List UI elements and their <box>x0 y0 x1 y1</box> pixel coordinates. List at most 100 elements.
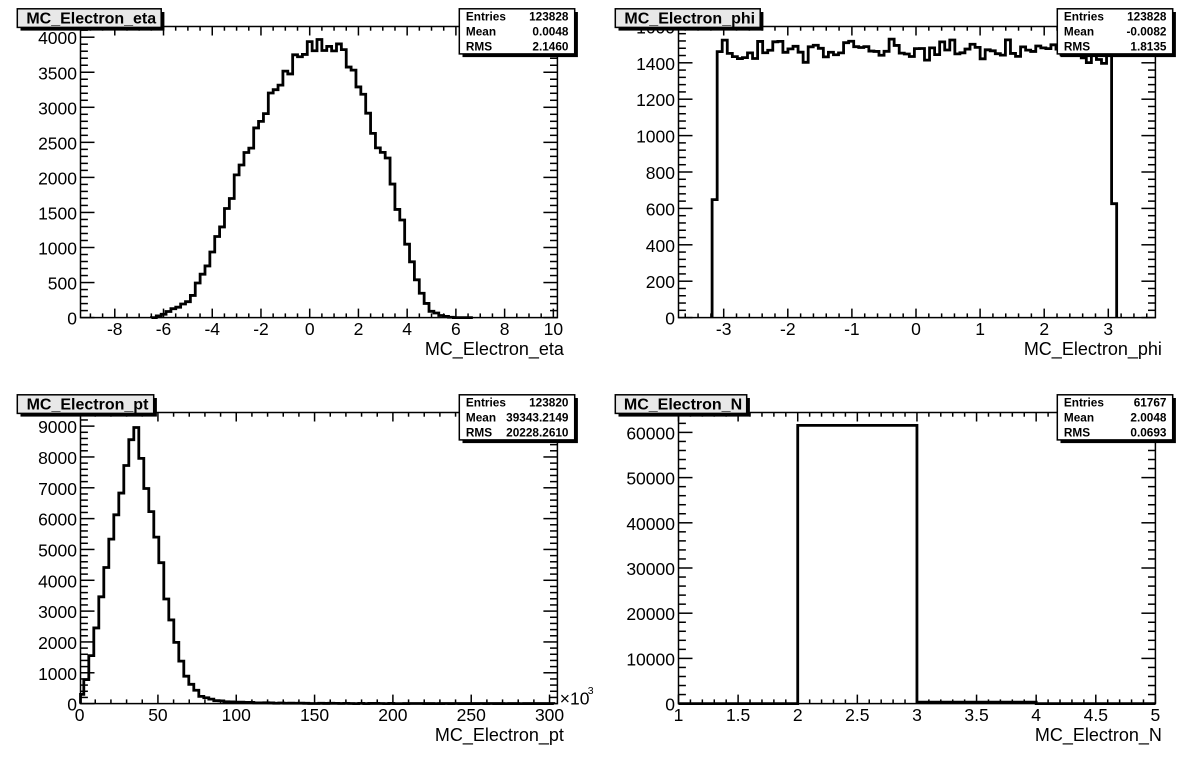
svg-text:-8: -8 <box>107 319 123 339</box>
svg-text:20228.2610: 20228.2610 <box>506 425 569 439</box>
svg-text:10: 10 <box>544 319 564 339</box>
svg-text:1400: 1400 <box>636 54 675 74</box>
svg-text:1.5: 1.5 <box>726 705 750 725</box>
svg-text:1000: 1000 <box>636 127 675 147</box>
svg-text:MC_Electron_eta: MC_Electron_eta <box>425 339 565 360</box>
svg-text:Entries: Entries <box>466 10 506 24</box>
svg-text:4000: 4000 <box>38 28 77 48</box>
svg-text:2000: 2000 <box>38 168 77 188</box>
svg-text:1000: 1000 <box>38 664 77 684</box>
svg-text:60000: 60000 <box>626 423 675 443</box>
svg-text:-1: -1 <box>844 319 860 339</box>
svg-text:4000: 4000 <box>38 571 77 591</box>
svg-text:Entries: Entries <box>1064 10 1104 24</box>
svg-text:MC_Electron_pt: MC_Electron_pt <box>27 397 149 414</box>
svg-text:1000: 1000 <box>38 239 77 259</box>
svg-text:0: 0 <box>67 309 77 329</box>
svg-text:MC_Electron_N: MC_Electron_N <box>624 397 742 414</box>
svg-text:9000: 9000 <box>38 417 77 437</box>
svg-text:40000: 40000 <box>626 514 675 534</box>
svg-text:MC_Electron_phi: MC_Electron_phi <box>1024 339 1162 360</box>
svg-text:MC_Electron_pt: MC_Electron_pt <box>435 725 564 746</box>
svg-text:Mean: Mean <box>466 25 496 39</box>
svg-text:2500: 2500 <box>38 133 77 153</box>
svg-text:3: 3 <box>912 705 922 725</box>
svg-text:3500: 3500 <box>38 63 77 83</box>
svg-text:-6: -6 <box>156 319 172 339</box>
svg-text:600: 600 <box>646 199 675 219</box>
svg-text:0: 0 <box>75 705 85 725</box>
svg-text:RMS: RMS <box>466 39 492 53</box>
svg-text:4: 4 <box>402 319 412 339</box>
svg-text:1: 1 <box>674 705 684 725</box>
svg-text:-4: -4 <box>204 319 220 339</box>
svg-text:6: 6 <box>451 319 461 339</box>
svg-text:RMS: RMS <box>1064 425 1090 439</box>
svg-text:2.1460: 2.1460 <box>532 39 569 53</box>
svg-text:5: 5 <box>1151 705 1161 725</box>
svg-text:-2: -2 <box>780 319 796 339</box>
svg-text:MC_Electron_N: MC_Electron_N <box>1035 725 1162 746</box>
svg-text:-2: -2 <box>253 319 269 339</box>
svg-text:61767: 61767 <box>1134 396 1167 410</box>
svg-text:10000: 10000 <box>626 649 675 669</box>
svg-text:0.0048: 0.0048 <box>532 25 569 39</box>
svg-text:8000: 8000 <box>38 448 77 468</box>
svg-text:8: 8 <box>500 319 510 339</box>
svg-text:3: 3 <box>1103 319 1113 339</box>
svg-text:-0.0082: -0.0082 <box>1126 25 1166 39</box>
svg-text:Mean: Mean <box>1064 411 1094 425</box>
svg-text:300: 300 <box>535 705 564 725</box>
svg-text:39343.2149: 39343.2149 <box>506 411 569 425</box>
svg-text:3.5: 3.5 <box>964 705 988 725</box>
svg-text:-3: -3 <box>716 319 732 339</box>
svg-text:150: 150 <box>300 705 329 725</box>
svg-text:Entries: Entries <box>1064 396 1104 410</box>
svg-text:50: 50 <box>148 705 168 725</box>
svg-text:200: 200 <box>646 272 675 292</box>
svg-text:1500: 1500 <box>38 203 77 223</box>
svg-text:0: 0 <box>67 695 77 715</box>
svg-text:3000: 3000 <box>38 98 77 118</box>
svg-text:MC_Electron_phi: MC_Electron_phi <box>624 11 755 28</box>
svg-text:7000: 7000 <box>38 479 77 499</box>
svg-text:Mean: Mean <box>466 411 496 425</box>
svg-text:30000: 30000 <box>626 559 675 579</box>
svg-text:500: 500 <box>48 274 77 294</box>
svg-text:Mean: Mean <box>1064 25 1094 39</box>
svg-text:0: 0 <box>665 695 675 715</box>
svg-text:2: 2 <box>1039 319 1049 339</box>
svg-text:1.8135: 1.8135 <box>1130 39 1167 53</box>
svg-text:6000: 6000 <box>38 510 77 530</box>
svg-text:100: 100 <box>222 705 251 725</box>
svg-text:×10: ×10 <box>560 688 590 708</box>
svg-text:3: 3 <box>588 685 594 697</box>
svg-text:2.0048: 2.0048 <box>1130 411 1167 425</box>
svg-text:2: 2 <box>793 705 803 725</box>
svg-text:2000: 2000 <box>38 633 77 653</box>
svg-text:400: 400 <box>646 236 675 256</box>
svg-text:250: 250 <box>457 705 486 725</box>
svg-text:RMS: RMS <box>466 425 492 439</box>
svg-text:5000: 5000 <box>38 540 77 560</box>
svg-text:3000: 3000 <box>38 602 77 622</box>
svg-text:1200: 1200 <box>636 90 675 110</box>
svg-text:4.5: 4.5 <box>1084 705 1108 725</box>
svg-text:Entries: Entries <box>466 396 506 410</box>
svg-text:200: 200 <box>378 705 407 725</box>
svg-text:2: 2 <box>354 319 364 339</box>
svg-text:RMS: RMS <box>1064 39 1090 53</box>
svg-text:0: 0 <box>665 309 675 329</box>
svg-text:123828: 123828 <box>1127 10 1167 24</box>
svg-text:1: 1 <box>975 319 985 339</box>
svg-text:20000: 20000 <box>626 604 675 624</box>
svg-text:0.0693: 0.0693 <box>1130 425 1167 439</box>
svg-text:800: 800 <box>646 163 675 183</box>
svg-text:0: 0 <box>911 319 921 339</box>
svg-text:123828: 123828 <box>529 10 569 24</box>
svg-text:123820: 123820 <box>529 396 569 410</box>
svg-text:50000: 50000 <box>626 469 675 489</box>
svg-text:4: 4 <box>1031 705 1041 725</box>
svg-text:2.5: 2.5 <box>845 705 869 725</box>
svg-text:MC_Electron_eta: MC_Electron_eta <box>26 11 156 28</box>
